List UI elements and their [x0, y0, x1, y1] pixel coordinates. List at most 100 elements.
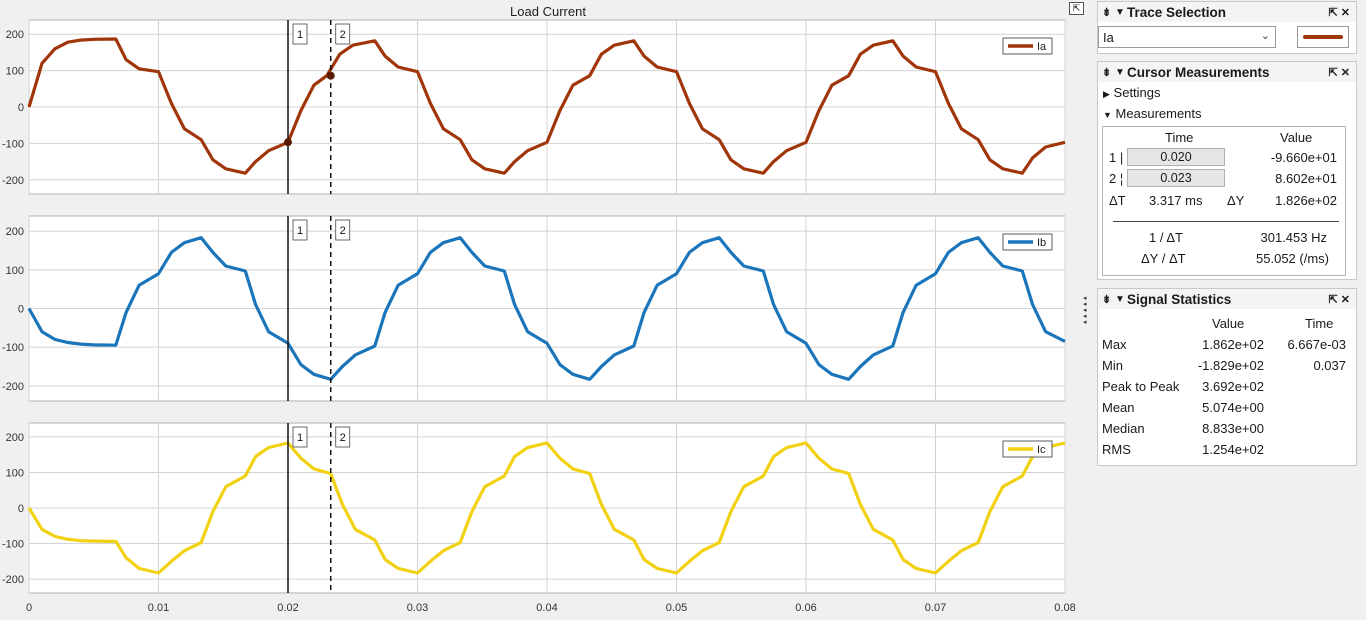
signal-statistics-header[interactable]: ⇟ ▼ Signal Statistics ⇱ ✕ — [1098, 289, 1356, 309]
measurements-toggle[interactable]: ▼ Measurements — [1103, 106, 1202, 121]
cursor-marker — [326, 71, 335, 80]
trace-selection-title: Trace Selection — [1127, 4, 1227, 20]
signal-statistics-panel: ⇟ ▼ Signal Statistics ⇱ ✕ Value Time Max… — [1097, 288, 1357, 466]
y-tick-label: -200 — [2, 574, 24, 586]
y-tick-label: 0 — [18, 503, 24, 515]
slope-label: ΔY / ΔT — [1141, 251, 1186, 266]
collapse-triangle-icon: ▼ — [1103, 110, 1112, 120]
cursor-1-value: -9.660e+01 — [1270, 150, 1337, 165]
inverse-delta-t-label: 1 / ΔT — [1149, 230, 1183, 245]
stat-label: Median — [1102, 421, 1145, 436]
y-tick-label: -200 — [2, 381, 24, 393]
cursor-marker — [284, 138, 292, 147]
cursor-tag-label: 2 — [340, 432, 346, 444]
cursor-measurements-panel: ⇟ ▼ Cursor Measurements ⇱ ✕ ▶ Settings ▼… — [1097, 61, 1357, 280]
cursor-2-time-input[interactable]: 0.023 — [1127, 169, 1225, 187]
stat-value: 1.862e+02 — [1202, 337, 1264, 352]
stats-col-value-header: Value — [1212, 316, 1245, 331]
y-tick-label: 200 — [6, 29, 24, 41]
cursor-tag-label: 1 — [297, 29, 303, 41]
series-line-ia — [27, 37, 1066, 175]
y-tick-label: 100 — [6, 265, 24, 277]
stat-label: Max — [1102, 337, 1127, 352]
signal-statistics-title: Signal Statistics — [1127, 291, 1232, 307]
stats-col-time-header: Time — [1305, 316, 1334, 331]
cursor-tag-label: 2 — [340, 225, 346, 237]
divider — [1113, 221, 1339, 222]
y-tick-label: -100 — [2, 539, 24, 551]
line-color-sample — [1303, 35, 1343, 39]
x-tick-label: 0.04 — [536, 602, 557, 614]
col-value-header: Value — [1280, 130, 1313, 145]
chart-title: Load Current — [510, 4, 586, 19]
panel-undock-close-icon[interactable]: ⇱ ✕ — [1328, 6, 1351, 19]
series-line-ib — [27, 236, 1066, 381]
cursor-tag-label: 2 — [340, 29, 346, 41]
y-tick-label: 0 — [18, 102, 24, 114]
legend-label: Ia — [1037, 41, 1047, 53]
x-tick-label: 0.02 — [277, 602, 298, 614]
legend-label: Ib — [1037, 237, 1046, 249]
panel-undock-close-icon[interactable]: ⇱ ✕ — [1328, 293, 1351, 306]
trace-selection-panel: ⇟ ▼ Trace Selection ⇱ ✕ Ia ⌄ — [1097, 1, 1357, 54]
cursor-tag-2 — [335, 23, 351, 45]
undock-button[interactable]: ⇱ — [1069, 2, 1084, 15]
cursor-tag-1 — [292, 219, 308, 241]
y-tick-label: 100 — [6, 66, 24, 78]
pin-icon[interactable]: ⇟ — [1102, 6, 1112, 19]
trace-select-value: Ia — [1103, 30, 1114, 45]
delta-y-value: 1.826e+02 — [1275, 193, 1337, 208]
pin-icon[interactable]: ⇟ — [1102, 66, 1112, 79]
stat-value: 8.833e+00 — [1202, 421, 1264, 436]
cursor-measurements-header[interactable]: ⇟ ▼ Cursor Measurements ⇱ ✕ — [1098, 62, 1356, 82]
cursor-2-label: 2 ¦ — [1109, 171, 1124, 186]
panel-resize-arrows[interactable]: ◂ ◂ ◂ ◂ ◂ — [1083, 295, 1087, 326]
inverse-delta-t-value: 301.453 Hz — [1260, 230, 1328, 245]
cursor-1-label: 1 | — [1109, 150, 1124, 165]
y-tick-label: 0 — [18, 304, 24, 316]
pin-icon[interactable]: ⇟ — [1102, 293, 1112, 306]
stat-value: 3.692e+02 — [1202, 379, 1264, 394]
chevron-down-icon: ⌄ — [1260, 30, 1270, 42]
x-tick-label: 0.01 — [148, 602, 169, 614]
stat-label: Peak to Peak — [1102, 379, 1180, 394]
stat-value: 5.074e+00 — [1202, 400, 1264, 415]
expand-triangle-icon: ▶ — [1103, 89, 1110, 99]
y-tick-label: 200 — [6, 226, 24, 238]
slope-value: 55.052 (/ms) — [1256, 251, 1329, 266]
collapse-triangle-icon[interactable]: ▼ — [1115, 293, 1125, 305]
stat-value: 1.254e+02 — [1202, 442, 1264, 457]
x-tick-label: 0.08 — [1054, 602, 1075, 614]
stat-label: Min — [1102, 358, 1123, 373]
col-time-header: Time — [1165, 130, 1194, 145]
cursor-tag-1 — [292, 23, 308, 45]
cursor-1-time-input[interactable]: 0.020 — [1127, 148, 1225, 166]
y-tick-label: -100 — [2, 138, 24, 150]
panel-undock-close-icon[interactable]: ⇱ ✕ — [1328, 66, 1351, 79]
y-tick-label: 100 — [6, 467, 24, 479]
cursor-2-value: 8.602e+01 — [1275, 171, 1337, 186]
collapse-triangle-icon[interactable]: ▼ — [1115, 66, 1125, 78]
stat-time: 0.037 — [1313, 358, 1346, 373]
collapse-triangle-icon[interactable]: ▼ — [1115, 6, 1125, 18]
cursor-tag-2 — [335, 219, 351, 241]
trace-selection-header[interactable]: ⇟ ▼ Trace Selection ⇱ ✕ — [1098, 2, 1356, 22]
y-tick-label: 200 — [6, 432, 24, 444]
x-tick-label: 0.06 — [795, 602, 816, 614]
cursor-measurements-title: Cursor Measurements — [1127, 64, 1270, 80]
cursor-tag-1 — [292, 426, 308, 448]
measurements-label: Measurements — [1115, 106, 1202, 121]
settings-toggle[interactable]: ▶ Settings — [1103, 85, 1161, 100]
stat-value: -1.829e+02 — [1197, 358, 1264, 373]
stat-label: Mean — [1102, 400, 1135, 415]
stat-time: 6.667e-03 — [1287, 337, 1346, 352]
x-tick-label: 0.05 — [666, 602, 687, 614]
stat-label: RMS — [1102, 442, 1131, 457]
trace-select-dropdown[interactable]: Ia ⌄ — [1098, 26, 1276, 48]
line-color-swatch[interactable] — [1297, 26, 1349, 48]
x-tick-label: 0 — [26, 602, 32, 614]
x-tick-label: 0.07 — [925, 602, 946, 614]
y-tick-label: -100 — [2, 342, 24, 354]
series-line-ic — [27, 441, 1066, 575]
